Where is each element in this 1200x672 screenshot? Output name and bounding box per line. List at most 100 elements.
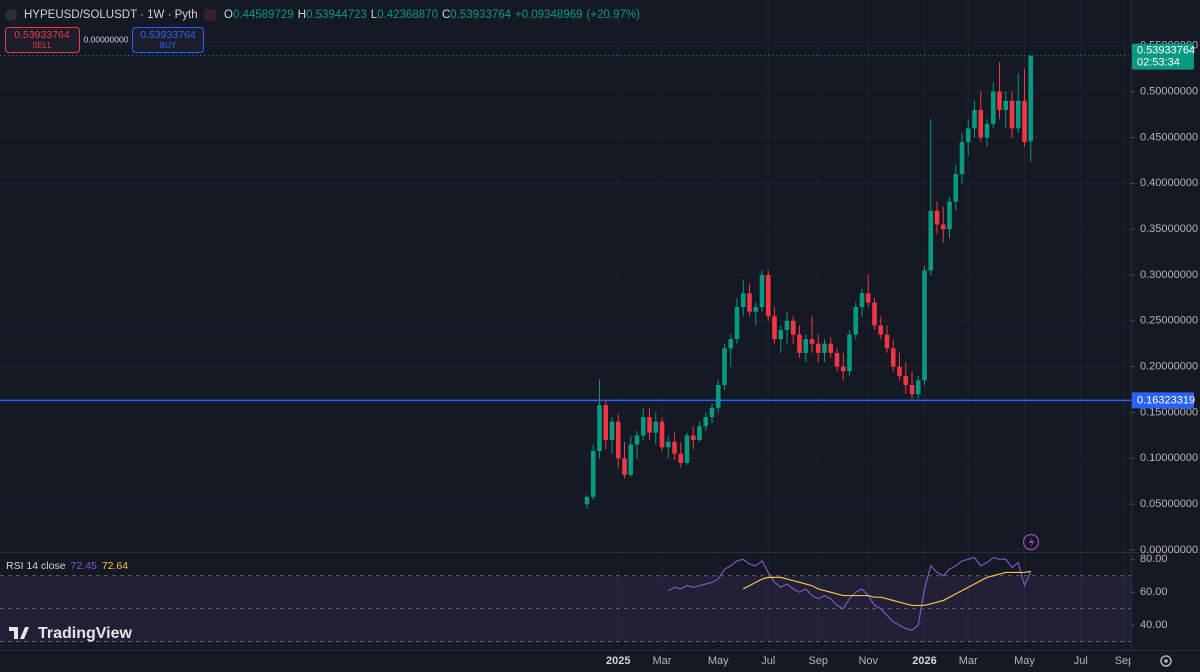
- y-tick-label: 0.20000000: [1140, 361, 1198, 373]
- candle-body: [784, 320, 790, 330]
- candle-body: [1009, 100, 1015, 129]
- x-tick-label: Sep: [808, 655, 828, 667]
- candle-body: [822, 343, 827, 353]
- candle-body: [672, 441, 677, 454]
- candle-body: [840, 366, 846, 372]
- candle-body: [678, 453, 684, 463]
- y-tick-label: 0.45000000: [1140, 131, 1198, 143]
- rsi-pane: [0, 556, 1131, 643]
- candle-body: [828, 343, 834, 353]
- rsi-y-tick-label: 80.00: [1140, 553, 1168, 565]
- candle-body: [634, 435, 640, 445]
- candle-body: [759, 275, 765, 308]
- y-tick-label: 0.10000000: [1140, 452, 1198, 464]
- candle-body: [953, 174, 959, 202]
- candle-body: [834, 352, 840, 367]
- candle-body: [797, 334, 802, 353]
- y-tick-label: 0.50000000: [1140, 86, 1198, 98]
- candle-body: [765, 275, 771, 317]
- rsi-value: 72.45: [71, 560, 97, 572]
- x-tick-label: Mar: [959, 655, 978, 667]
- x-tick-label: May: [708, 655, 729, 667]
- candle-body: [647, 417, 652, 433]
- logo-mark: [9, 627, 29, 639]
- candle-body: [603, 405, 609, 440]
- candle-body: [909, 385, 915, 395]
- price-pane: [0, 55, 1131, 509]
- y-tick-label: 0.30000000: [1140, 269, 1198, 281]
- candle-body: [1028, 55, 1034, 142]
- legend-value: 0.42368870: [377, 9, 438, 21]
- legend-value: 0.44589729: [233, 9, 294, 21]
- candle-body: [928, 210, 934, 271]
- candle-body: [622, 458, 627, 475]
- candle-body: [897, 366, 902, 376]
- candle-body: [890, 348, 896, 367]
- candle-body: [753, 307, 759, 312]
- candle-body: [703, 417, 709, 427]
- candle-body: [715, 385, 721, 408]
- candle-body: [659, 421, 665, 448]
- legend-label: O: [224, 9, 233, 21]
- sell-button[interactable]: [5, 27, 80, 53]
- x-tick-label: Jul: [1074, 655, 1088, 667]
- rsi-label: RSI 14 close: [6, 560, 66, 572]
- rsi-y-tick-label: 40.00: [1140, 619, 1168, 631]
- candle-body: [684, 435, 690, 463]
- x-tick-label: Jul: [761, 655, 775, 667]
- settings-icon-center: [1164, 659, 1168, 663]
- countdown-label: 02:53:34: [1137, 57, 1180, 69]
- settings-icon[interactable]: [1160, 655, 1172, 667]
- legend-change-pct: (+20.97%): [587, 9, 641, 21]
- price-line-tag: [1132, 392, 1194, 409]
- sell-price: 0.53933764: [14, 29, 70, 41]
- candle-body: [997, 91, 1002, 110]
- candle-body: [990, 91, 996, 124]
- time-axis: 2025 Mar May Jul Sep Nov 2026 Mar May Jul Sep: [606, 655, 1131, 667]
- source-icon: [204, 9, 216, 21]
- candle-body: [690, 435, 696, 440]
- candle-body: [815, 343, 821, 353]
- legend-change: +0.09348969: [515, 9, 582, 21]
- y-tick-label: 0.25000000: [1140, 315, 1198, 327]
- candle-body: [1003, 100, 1009, 110]
- legend-label: C: [442, 9, 450, 21]
- candle-body: [734, 307, 740, 340]
- events-icon[interactable]: [1022, 533, 1040, 551]
- candle-body: [740, 293, 746, 308]
- logo-text: TradingView: [38, 625, 133, 642]
- candle-body: [934, 210, 940, 225]
- candle-body: [653, 421, 659, 433]
- x-tick-label: May: [1014, 655, 1035, 667]
- candle-body: [747, 293, 752, 312]
- x-tick-label: Mar: [653, 655, 672, 667]
- candle-body: [922, 270, 927, 381]
- buy-button[interactable]: [132, 27, 204, 53]
- x-tick-label: 2025: [606, 655, 630, 667]
- candle-body: [884, 334, 890, 349]
- y-tick-label: 0.40000000: [1140, 177, 1198, 189]
- symbol-title: HYPEUSD/SOLUSDT · 1W · Pyth: [24, 9, 198, 21]
- y-tick-label: 0.15000000: [1140, 406, 1198, 418]
- candle-body: [915, 380, 921, 395]
- legend-label: H: [298, 9, 306, 21]
- candle-body: [1022, 100, 1027, 143]
- candle-body: [947, 201, 952, 230]
- x-tick-label: Nov: [858, 655, 878, 667]
- legend-label: L: [371, 9, 378, 21]
- candle-body: [628, 444, 634, 475]
- events-icon-glyph: [1029, 537, 1034, 547]
- rsi-y-tick-label: 60.00: [1140, 586, 1168, 598]
- candle-body: [640, 417, 646, 436]
- candle-body: [984, 123, 990, 138]
- candle-body: [853, 307, 859, 335]
- candle-body: [584, 496, 590, 505]
- candle-body: [1015, 100, 1021, 129]
- candle-body: [790, 320, 796, 335]
- candle-body: [872, 302, 877, 326]
- last-price-label: 0.53933764: [1137, 45, 1195, 57]
- legend-value: 0.53944723: [306, 9, 367, 21]
